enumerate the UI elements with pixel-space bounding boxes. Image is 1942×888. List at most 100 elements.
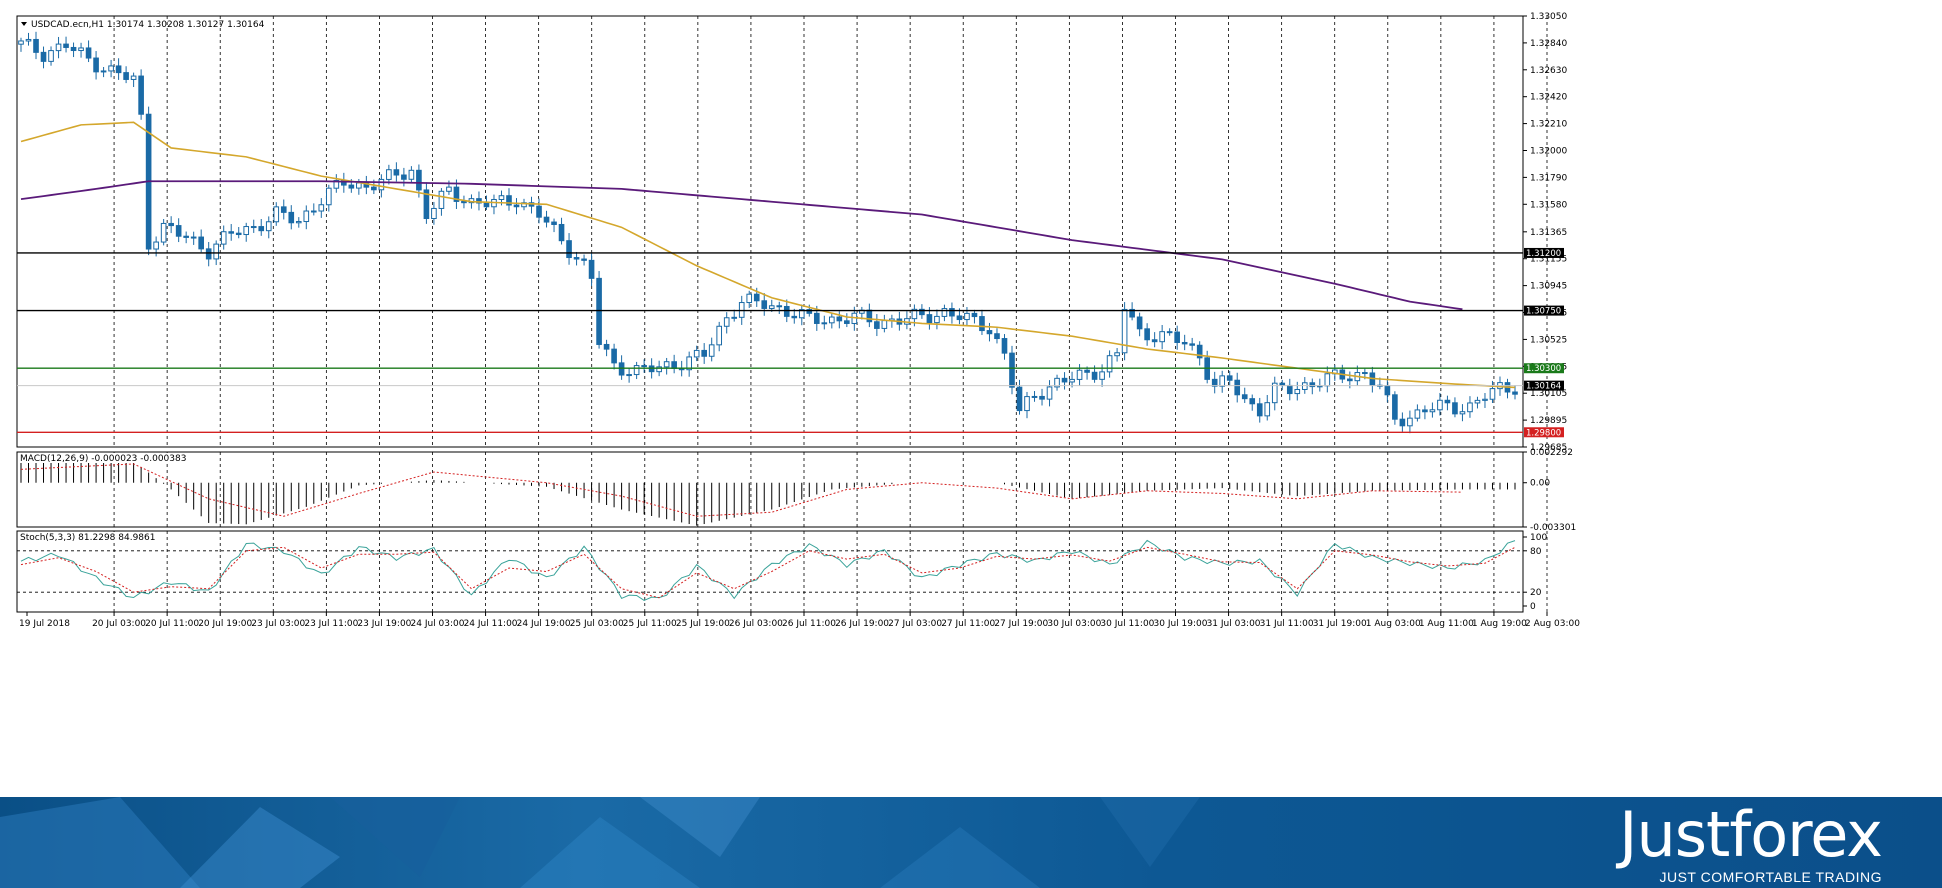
candle [874,321,880,329]
brand-banner: Justforex JUST COMFORTABLE TRADING [0,797,1942,888]
brand-logo[interactable]: Justforex JUST COMFORTABLE TRADING [1619,798,1883,886]
candle [1069,378,1075,383]
candle [768,305,775,309]
candle [1054,377,1060,388]
candle [566,240,572,259]
price-tick-label: 1.32210 [1530,120,1567,130]
time-axis-label: 1 Aug 19:00 [1472,619,1527,629]
stoch-tick-label: 100 [1530,533,1547,543]
candle [1136,316,1143,330]
candle [1099,371,1105,380]
candle [1271,382,1278,404]
dropdown-arrow-icon [21,22,27,26]
candle [273,206,280,223]
candle [280,206,287,213]
candle [1279,382,1286,386]
candle [138,75,144,115]
candle [1264,402,1271,417]
time-axis-label: 26 Jul 19:00 [835,619,889,629]
candle [63,43,69,48]
candle [333,180,340,189]
candle [1001,338,1008,354]
price-tick-label: 1.32840 [1530,39,1567,49]
candle [446,186,452,192]
candle [1174,331,1180,343]
time-axis-label: 26 Jul 11:00 [782,619,836,629]
candle [33,38,39,53]
macd-tick-label: 0.002292 [1530,448,1573,458]
candle [416,169,422,191]
candle [746,293,753,304]
candle [633,365,640,376]
candle [1414,409,1421,419]
price-tick-label: 1.31155 [1530,255,1567,265]
price-tick-label: 1.33050 [1530,12,1567,22]
candle [573,257,580,260]
main-panel-frame [16,15,1524,448]
candle [693,349,700,358]
candle [498,195,505,200]
brand-name: Justforex [1619,798,1883,871]
candle [378,178,385,191]
price-level-label: 1.30300 [1526,364,1561,374]
candle [798,309,805,319]
price-tick-label: 1.31580 [1530,200,1567,210]
candle [123,72,129,80]
candle [235,232,242,236]
candle [626,374,632,377]
candle [753,293,760,302]
candle [183,235,189,238]
candle [994,333,1000,340]
candle [919,308,925,316]
candle [911,308,918,320]
candle [964,312,970,321]
candle [776,305,783,308]
candle [423,189,430,220]
candle [1226,375,1233,381]
candle [1347,378,1353,382]
candle [1129,308,1135,318]
macd-tick-label: 0.00 [1530,479,1550,489]
candle [1159,331,1165,343]
time-axis-label: 30 Jul 03:00 [1047,619,1101,629]
time-axis-label: 27 Jul 11:00 [941,619,995,629]
price-tick-label: 1.29895 [1530,416,1567,426]
candle [70,46,77,52]
candle [348,184,355,189]
candle [513,204,520,208]
price-tick-label: 1.32420 [1530,93,1567,103]
candle [536,205,542,218]
candle [1009,352,1015,388]
candle [986,330,993,335]
candle [190,236,197,239]
candle [1444,399,1451,404]
candle [1091,371,1098,380]
candle [220,231,227,245]
candle [108,65,114,72]
time-axis-label: 27 Jul 19:00 [994,619,1048,629]
candle [1459,411,1466,415]
time-axis-label: 25 Jul 19:00 [676,619,730,629]
price-level-tag [1524,305,1564,316]
candle [93,57,99,73]
candle [813,312,820,324]
macd-header-bg [18,453,190,463]
macd-signal-line [20,463,1463,517]
candle [1024,396,1030,412]
candle [1512,391,1518,395]
time-axis-label: 24 Jul 11:00 [464,619,518,629]
time-axis-label: 24 Jul 03:00 [411,619,465,629]
candle [115,65,122,74]
candle [686,356,692,371]
time-axis-label: 23 Jul 03:00 [251,619,305,629]
candle [1016,386,1023,412]
time-axis-label: 31 Jul 03:00 [1207,619,1261,629]
candle [325,187,332,206]
candle [1031,395,1038,398]
stoch-tick-label: 0 [1530,602,1536,612]
candle [1392,394,1398,420]
candle [1286,384,1293,395]
candle [663,361,670,368]
candle [243,226,250,236]
candle [1324,373,1331,387]
